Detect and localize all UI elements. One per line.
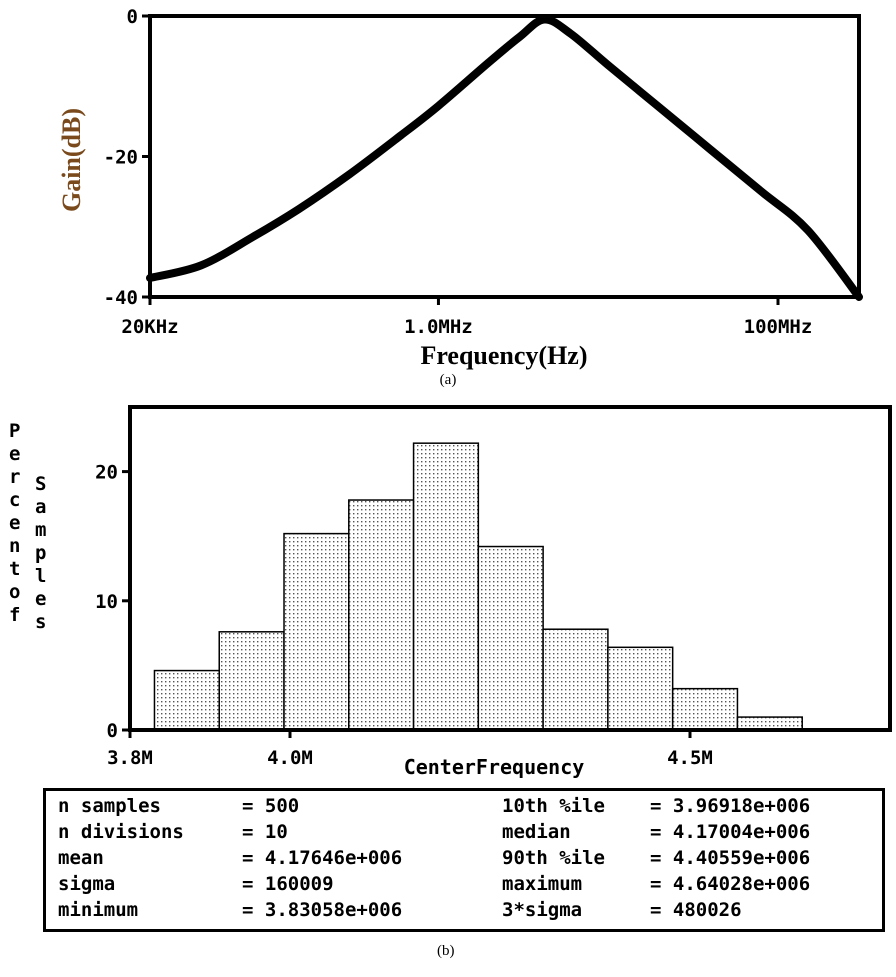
a-xtick-label-1: 1.0MHz — [404, 316, 473, 338]
stat-label-left-0: n samples — [58, 795, 161, 817]
histogram-bar-6 — [542, 628, 609, 731]
stat-value-right-2: = 4.40559e+006 — [650, 847, 811, 869]
stat-value-left-4: = 3.83058e+006 — [242, 899, 403, 921]
stat-label-right-1: median — [502, 821, 571, 843]
chart-a-xlabel: Frequency(Hz) — [420, 341, 587, 370]
stat-label-right-3: maximum — [502, 873, 583, 895]
stat-value-right-1: = 4.17004e+006 — [650, 821, 811, 843]
stat-label-left-4: minimum — [58, 899, 139, 921]
gain-curve — [146, 15, 863, 301]
stat-value-right-0: = 3.96918e+006 — [650, 795, 811, 817]
chart-b-caption: (b) — [437, 943, 455, 959]
b-ytick-label-2: 20 — [95, 462, 118, 484]
stat-value-left-2: = 4.17646e+006 — [242, 847, 403, 869]
stat-label-left-3: sigma — [58, 873, 116, 895]
stat-value-left-1: = 10 — [242, 821, 288, 843]
b-ytick-label-1: 10 — [95, 591, 118, 613]
histogram-bar-1 — [218, 631, 285, 731]
stat-value-right-3: = 4.64028e+006 — [650, 873, 811, 895]
a-xtick-label-2: 100MHz — [744, 316, 813, 338]
histogram-bar-7 — [607, 646, 674, 731]
stat-label-right-4: 3*sigma — [502, 899, 583, 921]
b-ytick-label-0: 0 — [107, 720, 118, 742]
stat-value-right-4: = 480026 — [650, 899, 742, 921]
chart-a: 20KHz 1.0MHz 100MHz 0 -20 -40 Frequency(Hz) G… — [57, 6, 863, 388]
b-xtick-label-0: 3.8M — [107, 747, 153, 769]
stat-label-left-1: n divisions — [58, 821, 184, 843]
stat-label-right-2: 90th %ile — [502, 847, 605, 869]
chart-a-caption: (a) — [440, 372, 457, 388]
a-xtick-label-0: 20KHz — [121, 316, 178, 338]
histogram-bar-0 — [153, 669, 220, 731]
histogram-bar-3 — [348, 499, 415, 731]
chart-a-ylabel: Gain(dB) — [57, 108, 86, 212]
histogram-bar-2 — [283, 532, 350, 731]
stat-value-left-0: = 500 — [242, 795, 300, 817]
chart-b-frame — [128, 405, 892, 732]
histogram-bar-8 — [671, 687, 739, 731]
statistics-box: n samples = 500 n divisions = 10 mean = 4.176… — [43, 788, 885, 932]
stat-value-left-3: = 160009 — [242, 873, 334, 895]
chart-b-xlabel: CenterFrequency — [404, 755, 585, 779]
a-ytick-label-0: 0 — [127, 6, 138, 28]
b-xtick-label-1: 4.0M — [267, 747, 313, 769]
stat-label-left-2: mean — [58, 847, 104, 869]
a-ytick-label-2: -40 — [104, 287, 138, 309]
a-ytick-label-1: -20 — [104, 147, 138, 169]
histogram-bar-4 — [412, 442, 480, 731]
histogram-bar-5 — [477, 545, 544, 731]
stat-label-right-0: 10th %ile — [502, 795, 605, 817]
chart-a-frame — [148, 14, 861, 299]
b-xtick-label-2: 4.5M — [667, 747, 713, 769]
